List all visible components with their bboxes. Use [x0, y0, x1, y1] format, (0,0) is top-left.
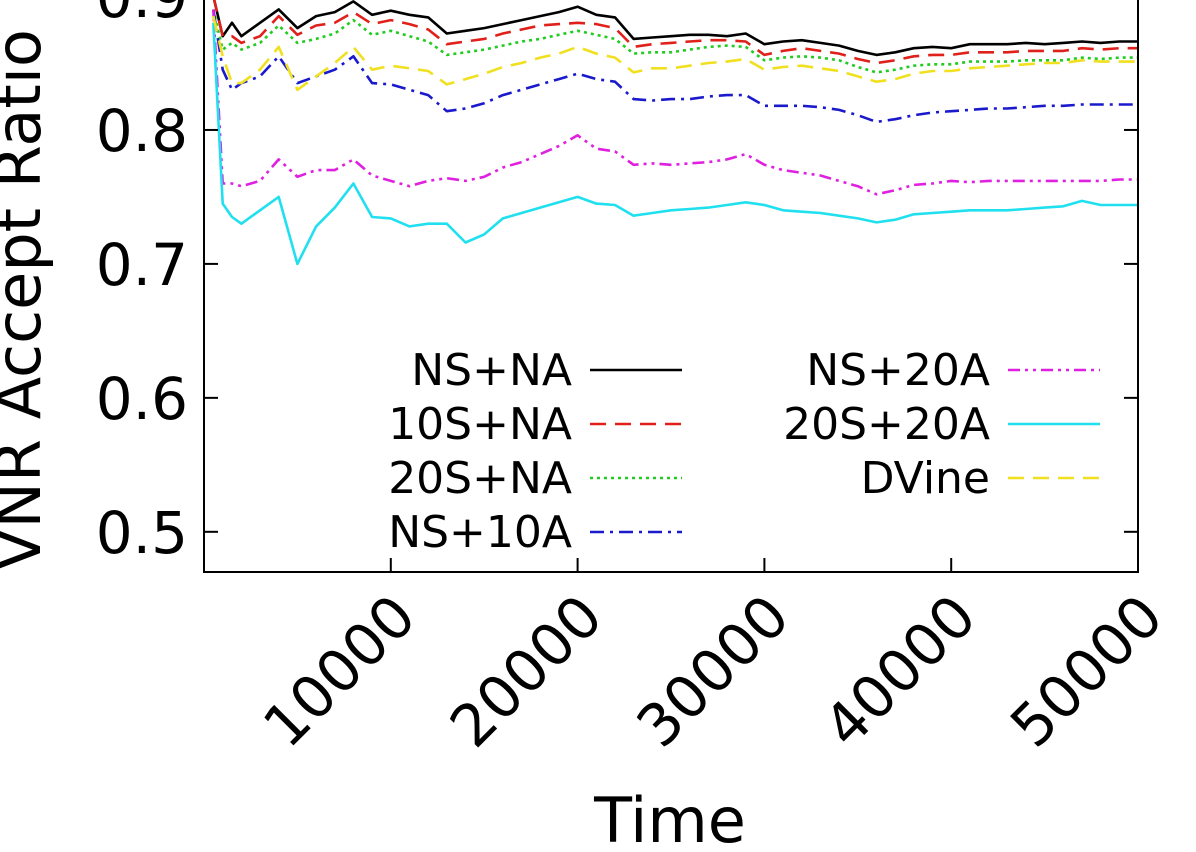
y-tick-label: 0.8: [96, 97, 188, 165]
x-axis-title: Time: [593, 784, 746, 852]
y-tick-label: 0.9: [96, 0, 188, 31]
series-layer: [212, 0, 1138, 266]
y-tick-label: 0.5: [96, 499, 188, 567]
legend-label-10s-na: 10S+NA: [388, 399, 572, 450]
x-tick-labels: 10000 20000 30000 40000 50000: [250, 582, 1176, 761]
legend-label-ns-10a: NS+10A: [388, 507, 572, 558]
legend-label-dvine: DVine: [861, 453, 990, 504]
plot-frame: [203, 0, 1139, 573]
x-tick-label: 20000: [437, 582, 616, 761]
y-tick-labels: 0.5 0.6 0.7 0.8 0.9: [96, 0, 188, 567]
x-tick-label: 10000: [250, 582, 429, 761]
series-line-10s-na: [212, 0, 1138, 65]
legend-label-ns-na: NS+NA: [411, 345, 572, 396]
ticks-layer: [204, 128, 1139, 572]
x-tick-label: 40000: [811, 582, 990, 761]
y-tick-label: 0.7: [96, 231, 188, 299]
series-line-dvine: [212, 15, 1138, 92]
y-axis-title: VNR Accept Ratio: [0, 29, 55, 571]
x-tick-label: 50000: [997, 582, 1176, 761]
legend-label-20s-20a: 20S+20A: [783, 399, 990, 450]
y-tick-label: 0.6: [96, 365, 188, 433]
series-line-ns-na: [212, 0, 1138, 57]
x-tick-label: 30000: [624, 582, 803, 761]
legend-label-20s-na: 20S+NA: [388, 453, 572, 504]
series-line-20s-20a: [212, 22, 1138, 266]
series-line-ns-10a: [212, 9, 1138, 124]
series-line-ns-20a: [212, 9, 1138, 196]
series-line-20s-na: [212, 9, 1138, 74]
legend-label-ns-20a: NS+20A: [806, 345, 990, 396]
